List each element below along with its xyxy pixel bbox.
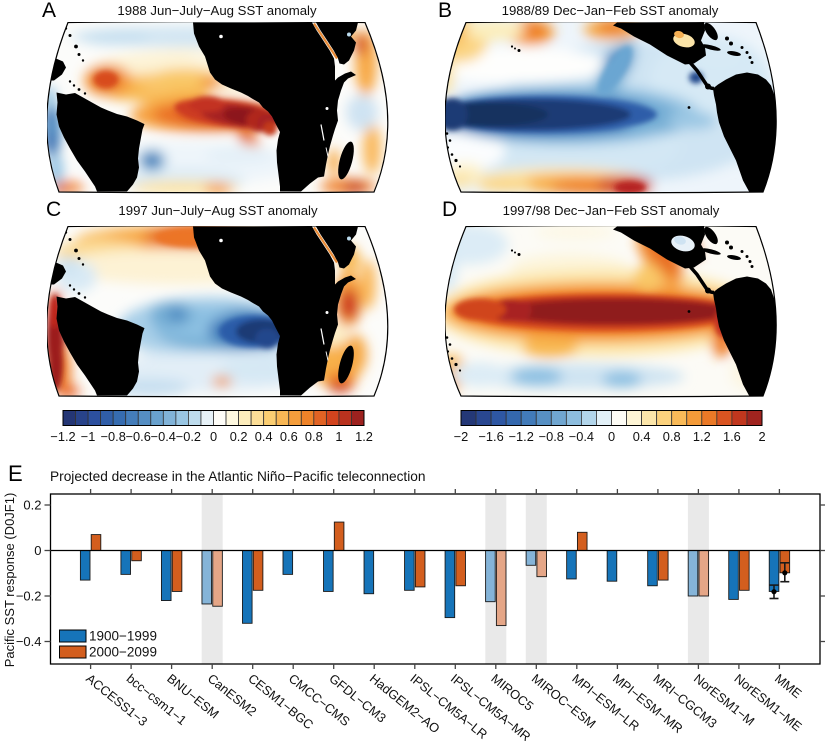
svg-text:MPI−ESM−MR: MPI−ESM−MR: [610, 671, 686, 736]
svg-text:2000−2099: 2000−2099: [89, 645, 157, 660]
svg-text:1.6: 1.6: [723, 429, 741, 444]
svg-text:−0.4: −0.4: [150, 429, 175, 444]
svg-text:0.8: 0.8: [663, 429, 681, 444]
svg-text:−1.2: −1.2: [50, 429, 75, 444]
svg-text:1.2: 1.2: [693, 429, 711, 444]
svg-text:1.2: 1.2: [355, 429, 373, 444]
svg-text:−1.6: −1.6: [478, 429, 503, 444]
svg-text:−0.4: −0.4: [569, 429, 594, 444]
svg-text:0.2: 0.2: [23, 498, 41, 513]
svg-text:−0.2: −0.2: [175, 429, 200, 444]
svg-text:−0.2: −0.2: [16, 589, 42, 604]
svg-text:MME: MME: [772, 671, 805, 701]
svg-text:1: 1: [335, 429, 342, 444]
svg-text:0.6: 0.6: [280, 429, 298, 444]
svg-text:0.8: 0.8: [305, 429, 323, 444]
svg-text:−1.2: −1.2: [509, 429, 534, 444]
svg-text:0.4: 0.4: [254, 429, 272, 444]
svg-text:0.2: 0.2: [229, 429, 247, 444]
svg-text:0: 0: [34, 543, 41, 558]
svg-text:0.4: 0.4: [633, 429, 651, 444]
svg-text:2: 2: [758, 429, 765, 444]
svg-text:−2: −2: [454, 429, 469, 444]
svg-text:1900−1999: 1900−1999: [89, 629, 157, 644]
svg-text:0: 0: [210, 429, 217, 444]
svg-text:−0.8: −0.8: [539, 429, 564, 444]
svg-text:−1: −1: [80, 429, 95, 444]
svg-text:−0.6: −0.6: [125, 429, 150, 444]
svg-text:0: 0: [608, 429, 615, 444]
svg-text:−0.4: −0.4: [16, 634, 42, 649]
svg-text:HadGEM2−AO: HadGEM2−AO: [367, 671, 443, 737]
svg-text:Pacific SST response (D0JF1): Pacific SST response (D0JF1): [2, 493, 17, 668]
svg-text:−0.8: −0.8: [100, 429, 125, 444]
